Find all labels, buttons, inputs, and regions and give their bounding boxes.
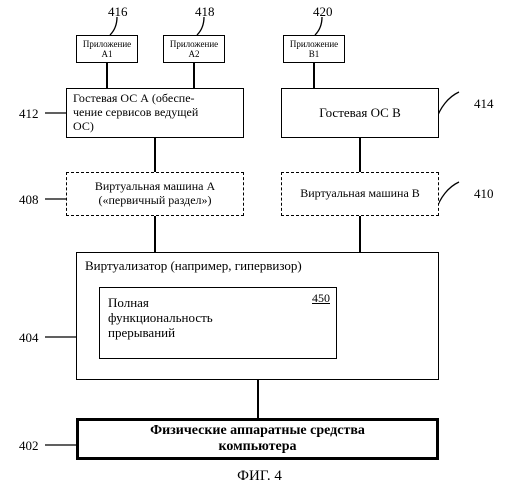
node-app-a1: ПриложениеА1 [76, 35, 138, 63]
node-full-func: 450 Полнаяфункциональностьпрерываний [99, 287, 337, 359]
full-func-label: Полнаяфункциональностьпрерываний [100, 288, 336, 341]
node-vm-b: Виртуальная машина В [281, 172, 439, 216]
edge [154, 138, 156, 172]
ref-450: 450 [312, 292, 330, 306]
edge [106, 63, 108, 88]
node-guest-os-b: Гостевая ОС В [281, 88, 439, 138]
node-vm-a: Виртуальная машина А(«первичный раздел») [66, 172, 244, 216]
node-app-b1: ПриложениеВ1 [283, 35, 345, 63]
node-guest-os-a: Гостевая ОС А (обеспе-чение сервисов вед… [66, 88, 244, 138]
node-hardware: Физические аппаратные средствакомпьютера [76, 418, 439, 460]
edge [154, 216, 156, 252]
edge [257, 380, 259, 418]
virtualizer-title: Виртуализатор (например, гипервизор) [77, 253, 438, 274]
edge [193, 63, 195, 88]
edge [359, 138, 361, 172]
edge [359, 216, 361, 252]
diagram-stage: 416 418 420 412 414 408 410 404 402 Прил… [0, 0, 519, 500]
figure-caption: ФИГ. 4 [0, 468, 519, 485]
edge [313, 63, 315, 88]
node-virtualizer: Виртуализатор (например, гипервизор) 450… [76, 252, 439, 380]
node-app-a2: ПриложениеА2 [163, 35, 225, 63]
